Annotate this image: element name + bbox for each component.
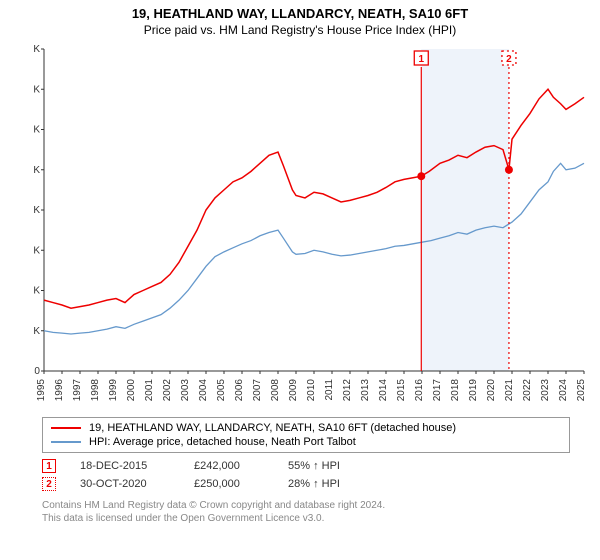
footer-line: This data is licensed under the Open Gov…: [42, 512, 600, 525]
svg-text:2025: 2025: [576, 379, 587, 402]
svg-text:2005: 2005: [216, 379, 227, 402]
sale-row: 1 18-DEC-2015 £242,000 55% ↑ HPI: [0, 457, 600, 475]
svg-text:£50K: £50K: [34, 326, 40, 337]
svg-text:£0: £0: [34, 366, 40, 377]
svg-text:£100K: £100K: [34, 286, 40, 297]
svg-text:2008: 2008: [270, 379, 281, 402]
line-chart-svg: £0 £50K £100K £150K £200K £250K £300K £350K £400…: [34, 41, 594, 411]
legend-swatch: [51, 441, 81, 443]
legend-label: 19, HEATHLAND WAY, LLANDARCY, NEATH, SA1…: [89, 422, 456, 434]
legend-row: 19, HEATHLAND WAY, LLANDARCY, NEATH, SA1…: [51, 421, 561, 435]
sale-price: £242,000: [194, 460, 264, 472]
svg-text:2002: 2002: [162, 379, 173, 402]
sale-row: 2 30-OCT-2020 £250,000 28% ↑ HPI: [0, 475, 600, 493]
svg-text:2019: 2019: [468, 379, 479, 402]
svg-text:2011: 2011: [324, 379, 335, 401]
svg-text:2024: 2024: [558, 379, 569, 402]
svg-text:2004: 2004: [198, 379, 209, 402]
svg-text:£150K: £150K: [34, 245, 40, 256]
svg-text:2010: 2010: [306, 379, 317, 402]
footer-line: Contains HM Land Registry data © Crown c…: [42, 499, 600, 512]
svg-text:2017: 2017: [432, 379, 443, 402]
svg-text:2023: 2023: [540, 379, 551, 402]
svg-text:1998: 1998: [90, 379, 101, 402]
svg-text:2003: 2003: [180, 379, 191, 402]
legend-swatch: [51, 427, 81, 429]
sale-date: 30-OCT-2020: [80, 478, 170, 490]
svg-text:£250K: £250K: [34, 165, 40, 176]
chart-subtitle: Price paid vs. HM Land Registry's House …: [0, 21, 600, 41]
sale-marker-icon: 2: [42, 477, 56, 491]
footer-attribution: Contains HM Land Registry data © Crown c…: [0, 493, 600, 525]
svg-text:£300K: £300K: [34, 125, 40, 136]
legend-box: 19, HEATHLAND WAY, LLANDARCY, NEATH, SA1…: [42, 417, 570, 453]
svg-text:2016: 2016: [414, 379, 425, 402]
svg-text:£400K: £400K: [34, 44, 40, 55]
svg-text:2009: 2009: [288, 379, 299, 402]
svg-text:2007: 2007: [252, 379, 263, 402]
sale-marker-icon: 1: [42, 459, 56, 473]
svg-text:2022: 2022: [522, 379, 533, 402]
svg-text:2015: 2015: [396, 379, 407, 402]
svg-text:1: 1: [418, 54, 424, 65]
sale-delta: 28% ↑ HPI: [288, 478, 340, 490]
svg-text:£350K: £350K: [34, 84, 40, 95]
svg-text:2021: 2021: [504, 379, 515, 402]
svg-text:1999: 1999: [108, 379, 119, 402]
legend-label: HPI: Average price, detached house, Neat…: [89, 436, 356, 448]
svg-text:2012: 2012: [342, 379, 353, 402]
svg-text:2018: 2018: [450, 379, 461, 402]
chart-area: £0 £50K £100K £150K £200K £250K £300K £350K £400…: [34, 41, 594, 411]
svg-text:2014: 2014: [378, 379, 389, 402]
svg-text:1996: 1996: [54, 379, 65, 402]
svg-text:1997: 1997: [72, 379, 83, 402]
svg-text:2000: 2000: [126, 379, 137, 402]
svg-text:2001: 2001: [144, 379, 155, 402]
svg-text:£200K: £200K: [34, 205, 40, 216]
svg-text:2006: 2006: [234, 379, 245, 402]
svg-text:2020: 2020: [486, 379, 497, 402]
svg-text:2: 2: [506, 54, 512, 65]
svg-text:2013: 2013: [360, 379, 371, 402]
sale-price: £250,000: [194, 478, 264, 490]
svg-text:1995: 1995: [36, 379, 47, 402]
chart-title: 19, HEATHLAND WAY, LLANDARCY, NEATH, SA1…: [0, 0, 600, 21]
sale-date: 18-DEC-2015: [80, 460, 170, 472]
legend-row: HPI: Average price, detached house, Neat…: [51, 435, 561, 449]
sale-delta: 55% ↑ HPI: [288, 460, 340, 472]
